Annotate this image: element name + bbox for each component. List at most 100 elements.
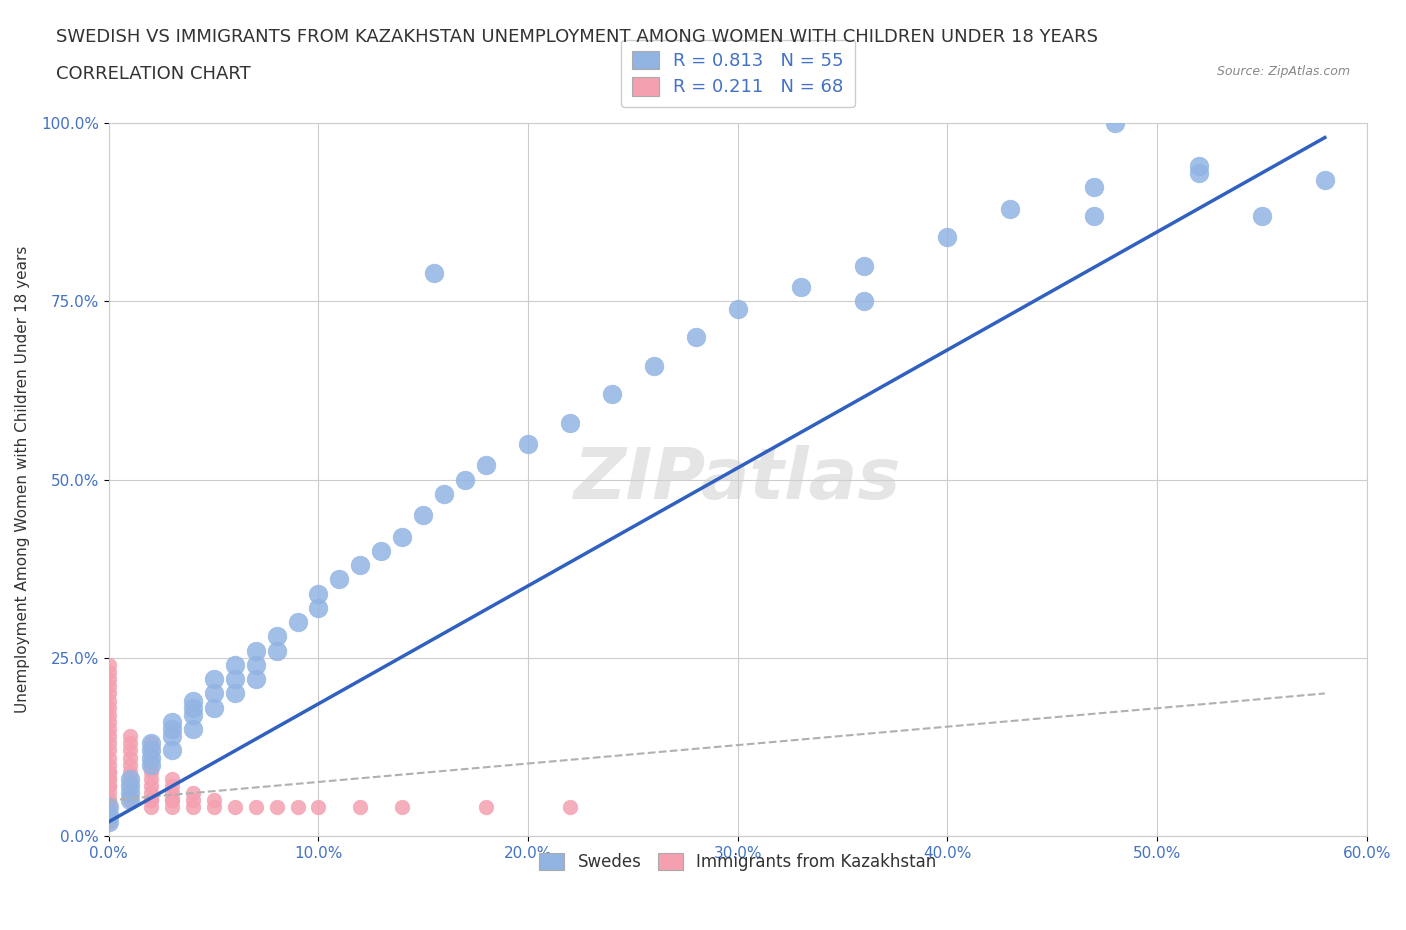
Point (181, 708, 204, 723)
Point (245, 800, 267, 815)
Point (97, 815, 120, 830)
Point (97, 807, 120, 822)
Point (181, 786, 204, 801)
Point (160, 778, 183, 793)
Point (97, 708, 120, 723)
Point (202, 793, 225, 808)
Point (224, 800, 246, 815)
Point (287, 800, 309, 815)
Point (181, 700, 204, 715)
Point (97, 665, 120, 680)
Text: ZIPatlas: ZIPatlas (574, 445, 901, 514)
Point (139, 757, 162, 772)
Point (97, 693, 120, 708)
Point (97, 793, 120, 808)
Point (558, 415, 581, 430)
Point (97, 751, 120, 765)
Point (245, 671, 267, 686)
Point (349, 800, 371, 815)
Point (139, 751, 162, 765)
Text: CORRELATION CHART: CORRELATION CHART (56, 65, 252, 83)
Point (97, 671, 120, 686)
Point (202, 671, 225, 686)
Point (97, 743, 120, 758)
Point (97, 800, 120, 815)
Point (558, 800, 581, 815)
Point (160, 714, 183, 729)
Point (118, 778, 141, 793)
Point (266, 800, 288, 815)
Point (97, 786, 120, 801)
Point (160, 793, 183, 808)
Point (97, 772, 120, 787)
Point (181, 793, 204, 808)
Point (97, 815, 120, 830)
Point (160, 772, 183, 787)
Point (1104, 116, 1126, 131)
Point (139, 743, 162, 758)
Point (160, 800, 183, 815)
Point (97, 686, 120, 701)
Point (224, 686, 246, 701)
Point (139, 764, 162, 779)
Point (139, 743, 162, 758)
Point (600, 387, 623, 402)
Point (118, 786, 141, 801)
Point (287, 615, 309, 630)
Point (118, 743, 141, 758)
Point (97, 772, 120, 787)
Point (1188, 166, 1211, 180)
Point (97, 729, 120, 744)
Point (139, 736, 162, 751)
Point (118, 786, 141, 801)
Point (118, 757, 141, 772)
Point (1188, 159, 1211, 174)
Point (224, 658, 246, 672)
Point (139, 736, 162, 751)
Point (224, 671, 246, 686)
Point (308, 586, 330, 601)
Point (139, 800, 162, 815)
Point (1083, 208, 1105, 223)
Point (97, 778, 120, 793)
Point (308, 800, 330, 815)
Point (160, 722, 183, 737)
Point (852, 259, 875, 273)
Point (454, 472, 477, 487)
Point (1083, 180, 1105, 195)
Point (202, 686, 225, 701)
Point (852, 294, 875, 309)
Point (118, 729, 141, 744)
Point (308, 601, 330, 616)
Point (118, 751, 141, 765)
Point (160, 743, 183, 758)
Point (266, 629, 288, 644)
Point (475, 800, 498, 815)
Text: SWEDISH VS IMMIGRANTS FROM KAZAKHSTAN UNEMPLOYMENT AMONG WOMEN WITH CHILDREN UND: SWEDISH VS IMMIGRANTS FROM KAZAKHSTAN UN… (56, 28, 1098, 46)
Point (423, 266, 446, 281)
Point (181, 722, 204, 737)
Point (727, 301, 749, 316)
Point (139, 757, 162, 772)
Point (118, 793, 141, 808)
Point (789, 280, 811, 295)
Point (97, 807, 120, 822)
Point (97, 764, 120, 779)
Point (97, 736, 120, 751)
Point (139, 786, 162, 801)
Point (266, 644, 288, 658)
Point (391, 800, 413, 815)
Point (160, 729, 183, 744)
Point (160, 786, 183, 801)
Point (412, 508, 434, 523)
Point (1313, 173, 1336, 188)
Y-axis label: Unemployment Among Women with Children Under 18 years: Unemployment Among Women with Children U… (15, 246, 30, 713)
Point (139, 751, 162, 765)
Point (97, 714, 120, 729)
Point (517, 436, 540, 451)
Point (118, 736, 141, 751)
Point (245, 658, 267, 672)
Point (118, 764, 141, 779)
Point (1251, 208, 1274, 223)
Point (139, 778, 162, 793)
